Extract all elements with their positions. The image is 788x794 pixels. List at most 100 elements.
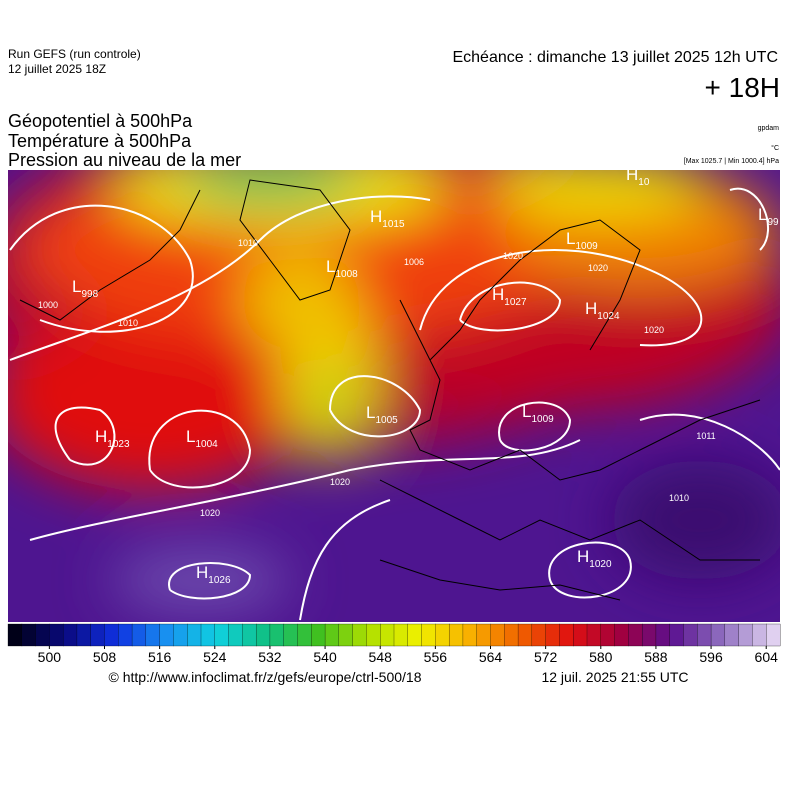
colorbar-cell <box>297 623 312 647</box>
isobar-label: 1010 <box>118 318 138 328</box>
isobar-label: 1020 <box>200 508 220 518</box>
center-value: 1020 <box>589 559 612 570</box>
colorbar-cell <box>476 623 491 647</box>
pressure-center: H1023 <box>95 427 130 450</box>
colorbar-tick-label: 572 <box>534 649 558 665</box>
colorbar-cell <box>697 623 712 647</box>
colorbar-cell <box>324 623 340 647</box>
pressure-center: L1005 <box>366 403 398 426</box>
pressure-center: H10 <box>626 165 650 188</box>
run-date: 12 juillet 2025 18Z <box>8 62 106 76</box>
colorbar-cell <box>380 623 395 647</box>
pressure-center: H1024 <box>585 299 620 322</box>
colorbar-cell <box>559 623 574 647</box>
colorbar-cell <box>131 623 147 647</box>
colorbar-cell <box>421 623 436 647</box>
pressure-center: H1027 <box>492 285 527 308</box>
colorbar-tick-label: 532 <box>258 649 282 665</box>
colorbar-tick-label: 516 <box>148 649 172 665</box>
isobar-label: 1020 <box>588 263 608 273</box>
colorbar-cell <box>448 623 464 647</box>
lead-time: + 18H <box>705 72 781 103</box>
colorbar-tick-label: 588 <box>644 649 668 665</box>
isobar-label: 1010 <box>238 238 258 248</box>
colorbar-cell <box>145 623 161 647</box>
center-kind: L <box>522 402 531 421</box>
colorbar-cell <box>118 623 133 647</box>
isobar-label: 1006 <box>404 257 424 267</box>
center-kind: H <box>585 299 597 318</box>
colorbar-cell <box>283 623 298 647</box>
center-value: 1023 <box>107 439 130 450</box>
colorbar-cell <box>228 623 243 647</box>
isobar-label: 1020 <box>330 477 350 487</box>
run: Run GEFS (run controle) <box>8 47 141 61</box>
isobar-label: 1020 <box>503 251 523 261</box>
center-value: 1009 <box>575 241 598 252</box>
title: Pression au niveau de la mer <box>8 150 241 170</box>
colorbar-tick-label: 524 <box>203 649 227 665</box>
colorbar-cell <box>669 623 684 647</box>
isobar-label: 1011 <box>696 431 715 441</box>
colorbar-cell <box>600 623 616 647</box>
colorbar-cell <box>35 623 50 647</box>
colorbar-cell <box>517 623 533 647</box>
colorbar-tick-label: 548 <box>369 649 393 665</box>
colorbar-cell <box>352 623 367 647</box>
center-kind: H <box>626 165 638 184</box>
colorbar-cell <box>683 623 698 647</box>
colorbar: 500 508 516 524 532 540 548 556 564 572 580 588 596 6… <box>7 623 781 665</box>
colorbar-cell <box>586 623 602 647</box>
colorbar-cell <box>490 623 505 647</box>
colorbar-cell <box>90 623 105 647</box>
colorbar-cell <box>655 623 671 647</box>
colorbar-cell <box>255 623 271 647</box>
center-value: 1009 <box>531 414 554 425</box>
colorbar-tick-label: 556 <box>424 649 448 665</box>
colorbar-cell <box>62 623 78 647</box>
center-kind: L <box>186 427 195 446</box>
colorbar-cell <box>724 623 740 647</box>
pressure-center: L1009 <box>566 229 598 252</box>
colorbar-cell <box>173 623 188 647</box>
pressure-center: L1009 <box>522 402 554 425</box>
colorbar-cell <box>200 623 216 647</box>
unit: °C <box>771 144 779 152</box>
colorbar-cell <box>393 623 409 647</box>
colorbar-cell <box>338 623 354 647</box>
colorbar-cell <box>311 623 326 647</box>
colorbar-tick-label: 596 <box>699 649 723 665</box>
colorbar-cell <box>21 623 37 647</box>
pressure-center: H1015 <box>370 207 405 230</box>
center-kind: H <box>196 563 208 582</box>
colorbar-cell <box>435 623 450 647</box>
colorbar-cell <box>269 623 285 647</box>
center-kind: H <box>577 547 589 566</box>
colorbar-tick-label: 604 <box>755 649 779 665</box>
colorbar-tick-label: 580 <box>589 649 613 665</box>
center-value: 1005 <box>375 415 398 426</box>
center-value: 1024 <box>597 311 620 322</box>
unit: gpdam <box>758 125 780 132</box>
center-value: 1004 <box>195 439 218 450</box>
colorbar-cell <box>766 623 781 647</box>
map <box>8 170 780 622</box>
colorbar-tick-label: 500 <box>38 649 62 665</box>
center-value: 1008 <box>335 269 358 280</box>
pressure-center: L1008 <box>326 257 358 280</box>
center-kind: L <box>72 277 81 296</box>
center-kind: L <box>366 403 375 422</box>
colorbar-cell <box>710 623 726 647</box>
isobar-label: 1020 <box>644 325 664 335</box>
colorbar-tick-label: 564 <box>479 649 503 665</box>
colorbar-tick-label: 540 <box>313 649 337 665</box>
colorbar-cell <box>628 623 643 647</box>
pressure-center: H1020 <box>577 547 612 570</box>
colorbar-cell <box>752 623 767 647</box>
colorbar-cell <box>366 623 381 647</box>
isobar-label: 1000 <box>38 300 58 310</box>
title: Température à 500hPa <box>8 131 192 151</box>
center-value: 1015 <box>382 219 405 230</box>
title: Géopotentiel à 500hPa <box>8 111 193 131</box>
